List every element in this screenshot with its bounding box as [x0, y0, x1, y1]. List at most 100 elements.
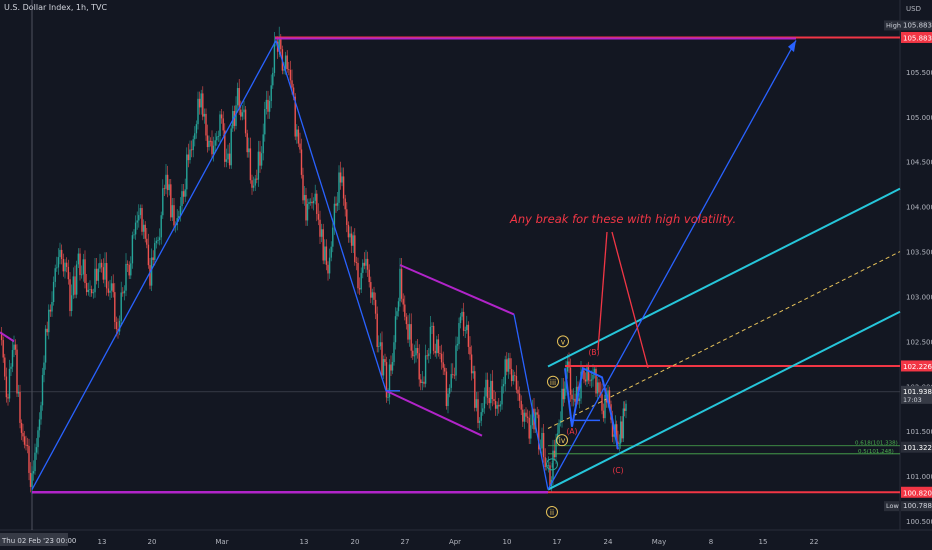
candle	[555, 439, 557, 458]
y-tick-label: 105.500	[906, 69, 932, 77]
candle	[184, 189, 186, 197]
candle	[622, 408, 625, 439]
low-label: Low	[886, 502, 899, 510]
candle	[303, 195, 306, 201]
candle	[614, 424, 617, 435]
wave-line	[547, 40, 797, 490]
candle	[444, 367, 446, 372]
candle	[341, 176, 343, 183]
candle	[456, 343, 459, 346]
candle	[7, 397, 9, 399]
candle	[100, 262, 103, 268]
candle	[360, 272, 362, 290]
candle	[292, 87, 295, 97]
candle	[194, 133, 196, 140]
candle	[252, 185, 255, 188]
candle	[302, 174, 304, 201]
candle	[74, 276, 76, 295]
candle	[317, 213, 320, 220]
candle	[530, 425, 532, 439]
candle	[428, 353, 430, 357]
candle	[125, 263, 127, 291]
candle	[186, 154, 188, 190]
candle	[154, 243, 156, 260]
candle	[19, 392, 21, 423]
candle	[391, 362, 394, 371]
candle	[477, 399, 479, 423]
candle	[219, 114, 221, 137]
candle	[59, 249, 61, 258]
candle	[65, 262, 68, 267]
candle	[35, 447, 38, 453]
candle	[48, 309, 50, 333]
candle	[621, 421, 623, 439]
y-tick-label: 103.500	[906, 249, 932, 257]
y-tick-label: 101.000	[906, 473, 932, 481]
candle	[181, 191, 183, 207]
y-tick-label: 105.000	[906, 114, 932, 122]
candle	[447, 393, 449, 407]
candle	[387, 397, 389, 399]
candle	[131, 235, 134, 264]
x-tick-label: May	[652, 538, 666, 546]
candle	[402, 298, 404, 305]
candle	[586, 367, 588, 382]
y-tick-label: 102.500	[906, 338, 932, 346]
candle	[596, 382, 599, 394]
candle	[499, 404, 502, 407]
candle	[575, 386, 578, 402]
candle	[299, 143, 301, 150]
candle	[134, 222, 137, 235]
candle	[382, 359, 385, 376]
candle	[254, 178, 256, 186]
candle	[243, 109, 245, 113]
candle	[450, 374, 452, 388]
candle	[547, 465, 550, 467]
candle	[195, 124, 198, 134]
candle	[278, 37, 280, 52]
candle	[381, 342, 383, 376]
candle	[589, 380, 591, 382]
candle	[294, 96, 296, 137]
candle	[99, 262, 101, 269]
candle	[23, 436, 26, 445]
x-tick-label: 20	[148, 538, 157, 546]
high-label: High	[886, 21, 901, 29]
candle	[504, 359, 506, 385]
fib-label: 0.618(101.338)	[855, 441, 898, 447]
candle	[40, 405, 42, 420]
wave-label-circle	[556, 434, 568, 447]
magenta-segment	[0, 331, 15, 343]
candle	[13, 344, 15, 350]
candle	[227, 153, 229, 160]
candle	[280, 37, 282, 50]
candle	[440, 353, 443, 363]
candle	[288, 69, 290, 70]
candle	[491, 380, 494, 400]
candle	[105, 263, 108, 289]
candle	[190, 149, 193, 151]
wave-label-circle	[546, 458, 558, 471]
resistance-price-tag-bg	[901, 360, 932, 372]
candle	[604, 394, 606, 419]
candle	[32, 471, 35, 474]
wave-label: v	[561, 337, 566, 346]
candle	[16, 349, 18, 394]
fib-label: 0.5(101.248)	[858, 449, 894, 455]
candle	[104, 263, 106, 280]
candle	[248, 148, 250, 153]
high-label-bg	[884, 20, 901, 31]
candle	[138, 215, 140, 221]
candle	[531, 408, 534, 426]
candle	[43, 362, 45, 376]
candle	[526, 416, 529, 418]
candle	[206, 135, 209, 148]
candle	[453, 374, 456, 376]
candle	[523, 412, 526, 422]
candle	[311, 201, 313, 204]
candle	[324, 246, 326, 261]
candle	[320, 229, 323, 237]
candle	[410, 324, 412, 351]
x-tick-label: 22	[810, 538, 819, 546]
